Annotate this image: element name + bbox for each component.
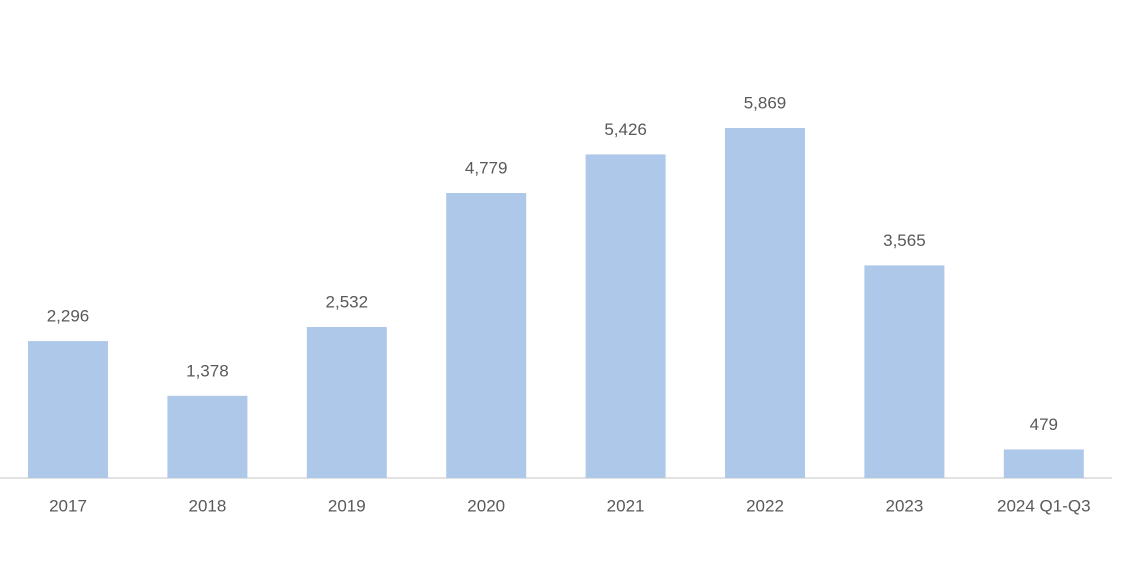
x-tick-label: 2017 bbox=[49, 496, 87, 515]
value-label: 1,378 bbox=[186, 361, 229, 380]
value-label: 5,869 bbox=[744, 93, 787, 112]
x-tick-label: 2021 bbox=[607, 496, 645, 515]
bar bbox=[167, 395, 248, 478]
x-tick-label: 2023 bbox=[885, 496, 923, 515]
bar bbox=[585, 154, 666, 479]
bar bbox=[864, 265, 945, 478]
value-label: 2,296 bbox=[47, 307, 90, 326]
bar bbox=[28, 341, 108, 478]
bar bbox=[306, 327, 387, 478]
value-label: 479 bbox=[1030, 415, 1058, 434]
value-label: 3,565 bbox=[883, 231, 926, 250]
value-label: 2,532 bbox=[326, 292, 369, 311]
x-tick-label: 2020 bbox=[467, 496, 505, 515]
x-tick-label: 2019 bbox=[328, 496, 366, 515]
x-tick-label: 2024 Q1-Q3 bbox=[997, 496, 1091, 515]
bar bbox=[446, 193, 527, 478]
x-tick-label: 2022 bbox=[746, 496, 784, 515]
x-tick-label: 2018 bbox=[188, 496, 226, 515]
value-label: 5,426 bbox=[604, 120, 647, 139]
bar bbox=[1003, 449, 1084, 478]
bar bbox=[725, 128, 805, 478]
value-label: 4,779 bbox=[465, 158, 508, 177]
